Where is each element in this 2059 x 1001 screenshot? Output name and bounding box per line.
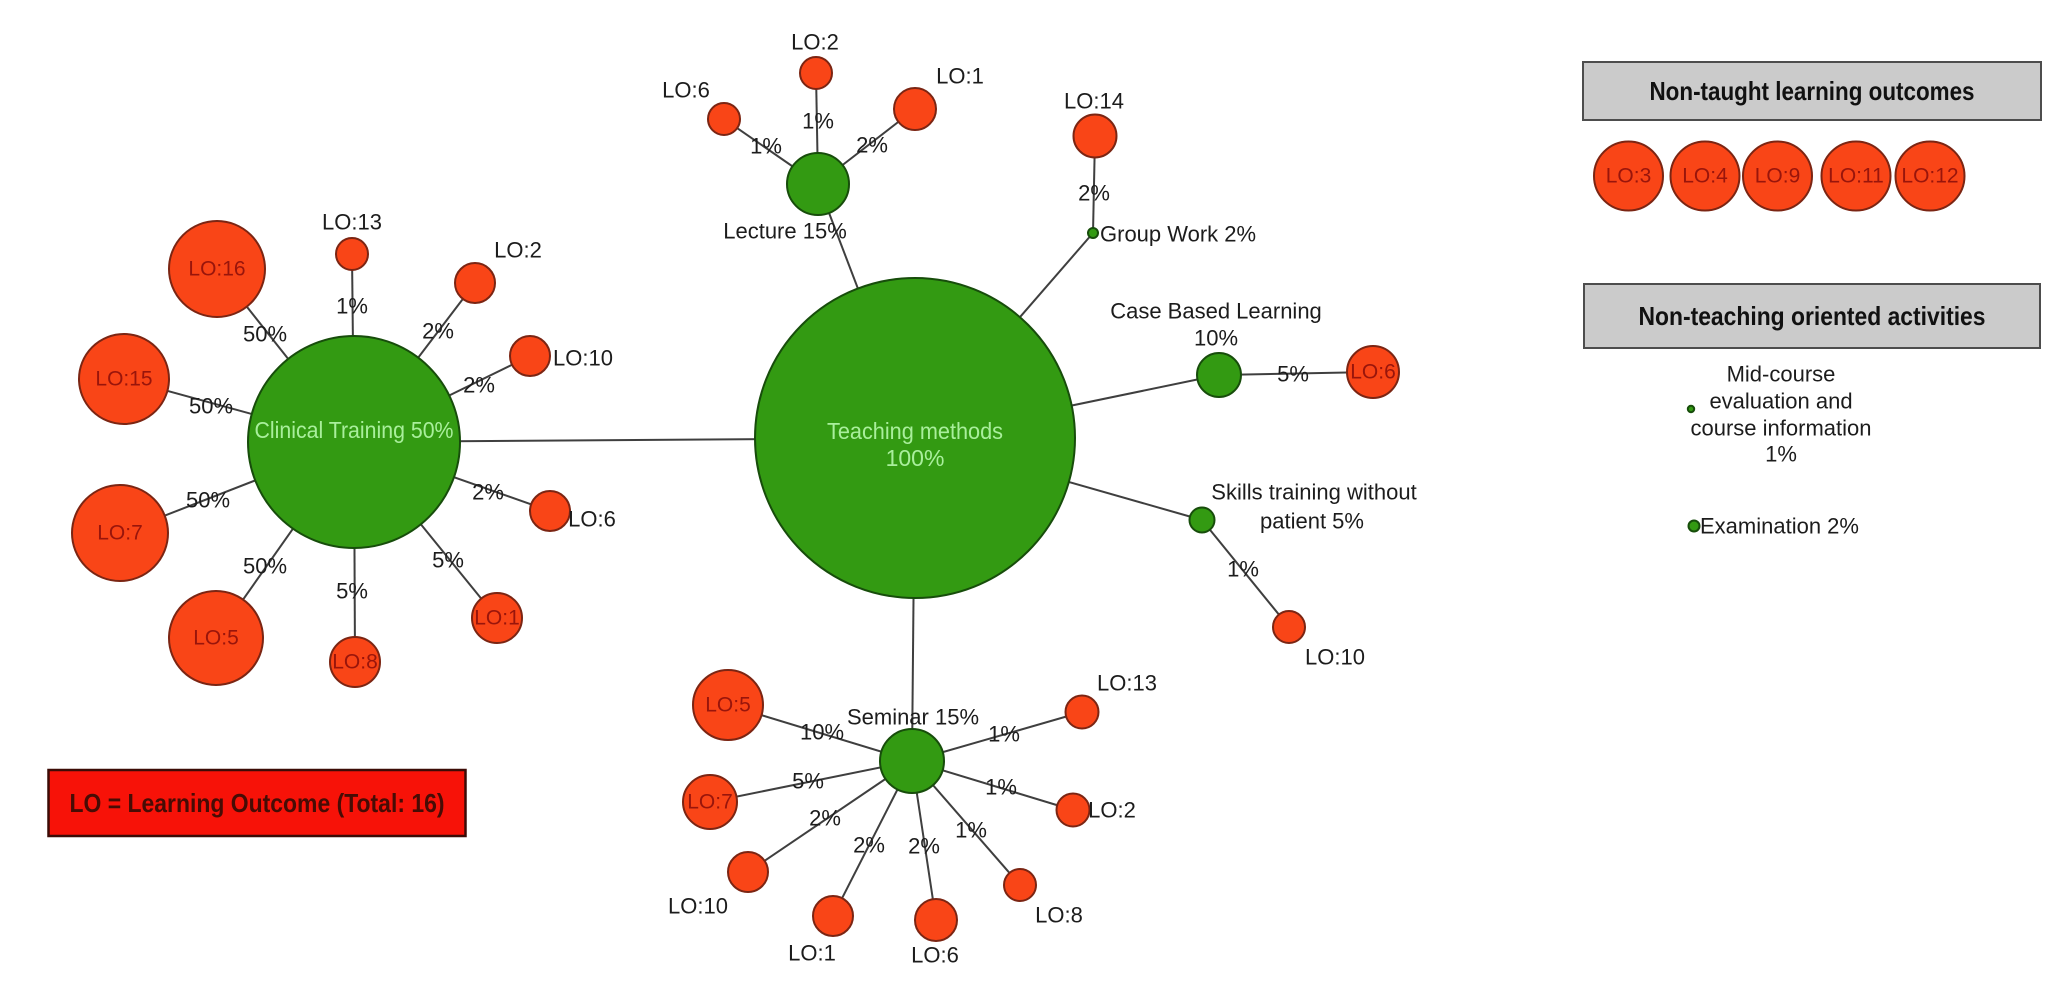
svg-text:2%: 2% [463,373,495,398]
svg-text:50%: 50% [186,488,230,513]
svg-text:LO:16: LO:16 [188,258,245,281]
svg-text:LO:6: LO:6 [662,78,710,103]
svg-text:Group Work 2%: Group Work 2% [1100,222,1256,247]
svg-text:5%: 5% [432,548,464,573]
svg-text:course information: course information [1691,416,1872,441]
svg-text:Non-teaching oriented activiti: Non-teaching oriented activities [1639,301,1986,331]
svg-text:LO:15: LO:15 [95,368,152,391]
svg-text:10%: 10% [1194,326,1238,351]
svg-text:LO:7: LO:7 [687,791,733,814]
svg-text:LO:1: LO:1 [788,941,836,966]
svg-text:Examination 2%: Examination 2% [1700,514,1859,539]
svg-text:LO:1: LO:1 [936,64,984,89]
svg-text:1%: 1% [802,109,834,134]
svg-text:Seminar 15%: Seminar 15% [847,705,979,730]
svg-text:LO:5: LO:5 [193,627,239,650]
svg-text:Skills training without: Skills training without [1211,480,1416,505]
svg-text:LO:6: LO:6 [1350,361,1396,384]
svg-text:1%: 1% [988,722,1020,747]
svg-text:LO:2: LO:2 [494,238,542,263]
svg-text:Lecture 15%: Lecture 15% [723,219,847,244]
svg-text:LO:8: LO:8 [332,651,378,674]
svg-text:50%: 50% [243,322,287,347]
svg-text:patient 5%: patient 5% [1260,509,1364,534]
svg-text:2%: 2% [809,806,841,831]
svg-text:LO:8: LO:8 [1035,903,1083,928]
svg-text:LO:10: LO:10 [553,346,613,371]
svg-text:LO:10: LO:10 [1305,645,1365,670]
svg-text:1%: 1% [955,818,987,843]
svg-text:LO:12: LO:12 [1901,165,1958,188]
svg-text:2%: 2% [908,834,940,859]
svg-text:10%: 10% [800,720,844,745]
svg-text:5%: 5% [792,769,824,794]
svg-text:LO:13: LO:13 [322,210,382,235]
svg-text:LO:13: LO:13 [1097,671,1157,696]
svg-text:Non-taught learning outcomes: Non-taught learning outcomes [1650,76,1975,106]
svg-text:1%: 1% [1227,557,1259,582]
svg-text:Case Based Learning: Case Based Learning [1110,299,1322,324]
svg-text:LO:6: LO:6 [568,507,616,532]
svg-text:1%: 1% [336,294,368,319]
svg-text:50%: 50% [243,554,287,579]
svg-text:LO:3: LO:3 [1606,165,1652,188]
svg-text:1%: 1% [985,775,1017,800]
svg-text:2%: 2% [422,319,454,344]
svg-text:LO:2: LO:2 [791,30,839,55]
svg-text:2%: 2% [856,133,888,158]
svg-text:1%: 1% [750,134,782,159]
svg-text:LO:11: LO:11 [1828,165,1884,188]
svg-text:evaluation and: evaluation and [1709,389,1852,414]
svg-text:2%: 2% [853,833,885,858]
svg-text:Mid-course: Mid-course [1727,362,1836,387]
svg-text:LO:4: LO:4 [1682,165,1728,188]
svg-text:LO:6: LO:6 [911,943,959,968]
svg-text:100%: 100% [886,445,945,471]
svg-text:LO:1: LO:1 [474,607,520,630]
svg-text:5%: 5% [1277,362,1309,387]
svg-text:2%: 2% [1078,181,1110,206]
svg-text:LO:5: LO:5 [705,694,751,717]
svg-text:2%: 2% [472,480,504,505]
svg-text:LO = Learning Outcome (Total:: LO = Learning Outcome (Total: 16) [70,788,445,818]
svg-text:LO:7: LO:7 [97,522,143,545]
svg-text:LO:2: LO:2 [1088,798,1136,823]
svg-text:LO:14: LO:14 [1064,89,1124,114]
svg-text:Clinical Training 50%: Clinical Training 50% [255,417,454,443]
svg-text:50%: 50% [189,394,233,419]
svg-text:5%: 5% [336,579,368,604]
svg-text:LO:10: LO:10 [668,894,728,919]
svg-text:Teaching methods: Teaching methods [827,418,1003,444]
svg-text:1%: 1% [1765,442,1797,467]
svg-text:LO:9: LO:9 [1755,165,1801,188]
